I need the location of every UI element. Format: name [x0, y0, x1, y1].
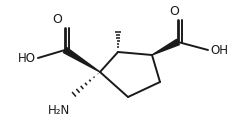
Text: H₂N: H₂N [48, 104, 70, 117]
Text: O: O [169, 5, 179, 18]
Polygon shape [152, 39, 179, 55]
Text: O: O [52, 13, 62, 26]
Text: HO: HO [18, 51, 36, 64]
Text: OH: OH [210, 44, 228, 57]
Polygon shape [63, 47, 100, 72]
